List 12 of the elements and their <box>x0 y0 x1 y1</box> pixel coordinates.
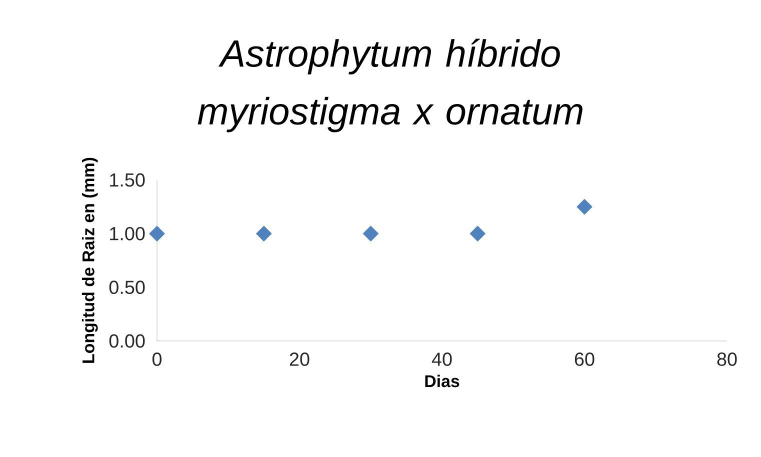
y-tick-label: 1.00 <box>110 226 145 240</box>
x-tick-label: 60 <box>574 352 594 366</box>
y-axis-title: Longitud de Raiz en (mm) <box>82 158 98 363</box>
y-tick-label: 0.50 <box>109 280 145 294</box>
x-tick-label: 0 <box>152 352 162 366</box>
x-axis-title: Dias <box>425 374 460 388</box>
x-tick-label: 40 <box>432 352 452 366</box>
y-tick-label: 1.50 <box>110 173 145 187</box>
chart-title: Astrophytum híbrido myriostigma x ornatum <box>198 38 582 132</box>
x-tick-label: 80 <box>717 352 737 366</box>
y-tick-label: 0.00 <box>109 334 145 348</box>
x-tick-label: 20 <box>290 352 310 366</box>
